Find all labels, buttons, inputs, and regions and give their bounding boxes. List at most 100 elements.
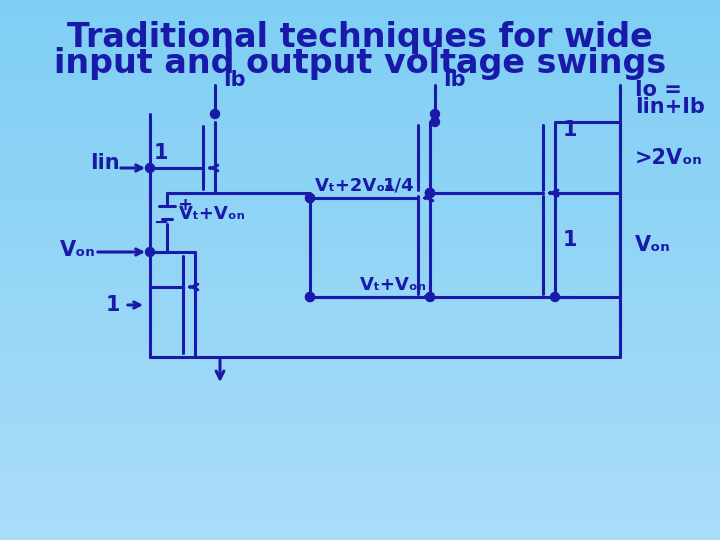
Bar [0, 166, 720, 173]
Text: Vₒₙ: Vₒₙ [635, 235, 671, 255]
Bar [0, 91, 720, 97]
Bar [0, 296, 720, 302]
Bar [0, 431, 720, 437]
Bar [0, 161, 720, 167]
Bar [0, 442, 720, 448]
Bar [0, 15, 720, 22]
Bar [0, 177, 720, 184]
Bar [0, 307, 720, 313]
Text: Ib: Ib [443, 70, 466, 90]
Text: Iin+Ib: Iin+Ib [635, 97, 705, 117]
Circle shape [426, 188, 434, 198]
Circle shape [305, 293, 315, 301]
Text: Vₜ+Vₒₙ: Vₜ+Vₒₙ [360, 276, 427, 294]
Bar [0, 193, 720, 200]
Bar [0, 220, 720, 227]
Circle shape [551, 293, 559, 301]
Bar [0, 404, 720, 410]
Text: 1: 1 [563, 230, 577, 250]
Bar [0, 31, 720, 38]
Circle shape [431, 118, 439, 126]
Bar [0, 312, 720, 319]
Bar [0, 112, 720, 119]
Bar [0, 328, 720, 335]
Circle shape [210, 110, 220, 118]
Text: 1: 1 [563, 120, 577, 140]
Circle shape [426, 293, 434, 301]
Text: 1: 1 [106, 295, 120, 315]
Bar [0, 501, 720, 508]
Circle shape [305, 193, 315, 202]
Bar [0, 507, 720, 513]
Bar [0, 490, 720, 497]
Circle shape [305, 193, 315, 202]
Bar [0, 242, 720, 248]
Bar [0, 496, 720, 502]
Bar [0, 334, 720, 340]
Bar [0, 523, 720, 529]
Bar [0, 517, 720, 524]
Bar [0, 377, 720, 383]
Bar [0, 172, 720, 178]
Bar [0, 215, 720, 221]
Bar [0, 139, 720, 146]
Text: Iin: Iin [90, 153, 120, 173]
Bar [0, 0, 720, 5]
Bar [0, 534, 720, 540]
Bar [0, 393, 720, 400]
Bar [0, 107, 720, 113]
Bar [0, 274, 720, 281]
Bar [0, 150, 720, 157]
Text: Traditional techniques for wide: Traditional techniques for wide [67, 21, 653, 53]
Bar [0, 512, 720, 518]
Bar [0, 48, 720, 54]
Bar [0, 253, 720, 259]
Bar [0, 188, 720, 194]
Bar [0, 280, 720, 286]
Bar [0, 301, 720, 308]
Bar [0, 80, 720, 86]
Bar [0, 361, 720, 367]
Bar [0, 231, 720, 238]
Bar [0, 58, 720, 65]
Bar [0, 53, 720, 59]
Bar [0, 285, 720, 292]
Bar [0, 204, 720, 211]
Circle shape [145, 164, 155, 172]
Circle shape [431, 110, 439, 118]
Bar [0, 156, 720, 162]
Text: 1/4: 1/4 [383, 177, 415, 195]
Bar [0, 291, 720, 297]
Text: Ib: Ib [223, 70, 246, 90]
Bar [0, 42, 720, 49]
Circle shape [426, 188, 434, 198]
Bar [0, 21, 720, 27]
Bar [0, 134, 720, 140]
Bar [0, 339, 720, 346]
Bar [0, 264, 720, 270]
Text: Io =: Io = [635, 80, 682, 100]
Bar [0, 474, 720, 481]
Bar [0, 96, 720, 103]
Bar [0, 269, 720, 275]
Bar [0, 237, 720, 243]
Bar [0, 409, 720, 416]
Bar [0, 447, 720, 454]
Text: +: + [177, 196, 192, 214]
Bar [0, 145, 720, 151]
Bar [0, 26, 720, 32]
Bar [0, 485, 720, 491]
Bar [0, 453, 720, 459]
Bar [0, 458, 720, 464]
Bar [0, 247, 720, 254]
Bar [0, 463, 720, 470]
Bar [0, 123, 720, 130]
Bar [0, 210, 720, 216]
Bar [0, 528, 720, 535]
Bar [0, 37, 720, 43]
Bar [0, 399, 720, 405]
Bar [0, 85, 720, 92]
Bar [0, 345, 720, 351]
Circle shape [145, 247, 155, 256]
Text: input and output voltage swings: input and output voltage swings [54, 48, 666, 80]
